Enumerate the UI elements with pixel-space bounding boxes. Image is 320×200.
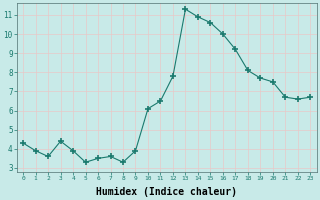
X-axis label: Humidex (Indice chaleur): Humidex (Indice chaleur) (96, 186, 237, 197)
